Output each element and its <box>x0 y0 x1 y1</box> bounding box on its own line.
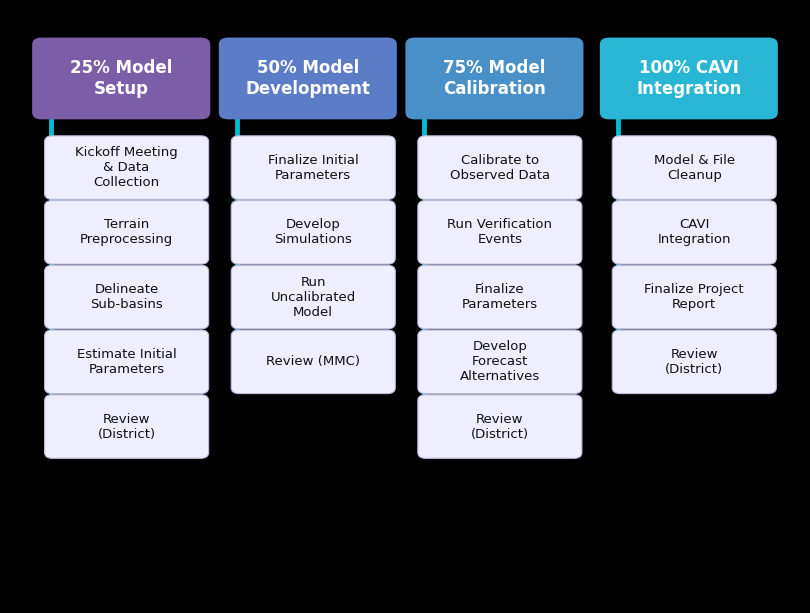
FancyBboxPatch shape <box>231 330 395 394</box>
Text: Review
(District): Review (District) <box>97 413 156 441</box>
Text: 100% CAVI
Integration: 100% CAVI Integration <box>636 59 741 98</box>
Text: Finalize
Parameters: Finalize Parameters <box>462 283 538 311</box>
Text: Review
(District): Review (District) <box>471 413 529 441</box>
FancyBboxPatch shape <box>231 265 395 329</box>
Text: Develop
Forecast
Alternatives: Develop Forecast Alternatives <box>460 340 540 383</box>
FancyBboxPatch shape <box>231 200 395 264</box>
Text: Finalize Initial
Parameters: Finalize Initial Parameters <box>268 154 359 181</box>
FancyBboxPatch shape <box>418 265 582 329</box>
FancyBboxPatch shape <box>32 37 211 120</box>
Text: Finalize Project
Report: Finalize Project Report <box>645 283 744 311</box>
Text: Terrain
Preprocessing: Terrain Preprocessing <box>80 218 173 246</box>
Text: Model & File
Cleanup: Model & File Cleanup <box>654 154 735 181</box>
FancyBboxPatch shape <box>418 330 582 394</box>
Text: Review (MMC): Review (MMC) <box>266 356 360 368</box>
Text: Estimate Initial
Parameters: Estimate Initial Parameters <box>77 348 177 376</box>
FancyBboxPatch shape <box>219 37 397 120</box>
Text: Delineate
Sub-basins: Delineate Sub-basins <box>90 283 163 311</box>
FancyBboxPatch shape <box>599 37 778 120</box>
FancyBboxPatch shape <box>418 395 582 459</box>
Text: Review
(District): Review (District) <box>665 348 723 376</box>
FancyBboxPatch shape <box>45 136 209 199</box>
FancyBboxPatch shape <box>612 265 776 329</box>
Text: Develop
Simulations: Develop Simulations <box>275 218 352 246</box>
Text: 75% Model
Calibration: 75% Model Calibration <box>443 59 546 98</box>
FancyBboxPatch shape <box>45 200 209 264</box>
Text: Kickoff Meeting
& Data
Collection: Kickoff Meeting & Data Collection <box>75 146 178 189</box>
FancyBboxPatch shape <box>418 136 582 199</box>
FancyBboxPatch shape <box>418 200 582 264</box>
Text: Run Verification
Events: Run Verification Events <box>447 218 552 246</box>
FancyBboxPatch shape <box>231 136 395 199</box>
FancyBboxPatch shape <box>612 330 776 394</box>
Text: 25% Model
Setup: 25% Model Setup <box>70 59 173 98</box>
FancyBboxPatch shape <box>405 37 583 120</box>
Text: CAVI
Integration: CAVI Integration <box>658 218 731 246</box>
Text: 50% Model
Development: 50% Model Development <box>245 59 370 98</box>
Text: Run
Uncalibrated
Model: Run Uncalibrated Model <box>271 276 356 319</box>
FancyBboxPatch shape <box>45 395 209 459</box>
FancyBboxPatch shape <box>612 136 776 199</box>
FancyBboxPatch shape <box>612 200 776 264</box>
FancyBboxPatch shape <box>45 265 209 329</box>
FancyBboxPatch shape <box>45 330 209 394</box>
Text: Calibrate to
Observed Data: Calibrate to Observed Data <box>450 154 550 181</box>
